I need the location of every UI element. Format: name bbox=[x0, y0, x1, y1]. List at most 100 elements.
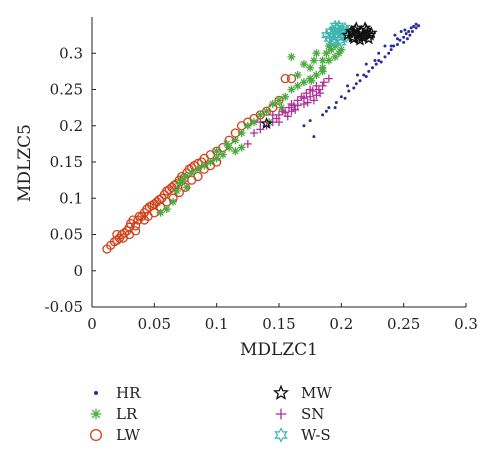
data-point bbox=[417, 24, 421, 28]
data-point bbox=[358, 21, 372, 34]
data-point bbox=[392, 44, 396, 48]
data-point bbox=[337, 45, 346, 54]
data-point bbox=[231, 136, 240, 145]
data-point bbox=[352, 86, 356, 90]
legend-marker bbox=[272, 384, 290, 400]
data-point bbox=[409, 26, 413, 30]
data-point bbox=[287, 107, 296, 116]
data-point bbox=[403, 28, 407, 32]
data-point bbox=[408, 33, 412, 37]
data-point bbox=[399, 30, 403, 33]
legend: HR LR LW MW SN W-S bbox=[89, 384, 332, 444]
x-tick-label: 0.3 bbox=[454, 315, 478, 333]
data-point bbox=[177, 176, 186, 185]
data-point bbox=[260, 116, 273, 130]
data-point bbox=[293, 71, 302, 79]
data-point bbox=[250, 118, 259, 127]
data-point bbox=[327, 45, 336, 54]
data-point bbox=[308, 86, 317, 95]
legend-label: SN bbox=[301, 405, 324, 423]
data-point bbox=[283, 112, 292, 121]
legend-label: LR bbox=[116, 405, 138, 423]
data-point bbox=[280, 73, 290, 84]
data-point bbox=[307, 76, 316, 85]
data-point bbox=[237, 143, 246, 152]
data-point bbox=[389, 44, 393, 48]
data-point bbox=[256, 125, 265, 134]
data-point bbox=[402, 35, 406, 39]
y-tick-label: 0.3 bbox=[59, 44, 83, 62]
data-point bbox=[404, 32, 408, 36]
data-point bbox=[324, 109, 328, 113]
data-point bbox=[414, 22, 418, 26]
data-point bbox=[331, 52, 340, 61]
data-point bbox=[237, 129, 246, 137]
data-point bbox=[324, 56, 333, 65]
data-point bbox=[407, 30, 411, 33]
series-w-s bbox=[321, 19, 355, 49]
data-point bbox=[395, 37, 399, 41]
series-sn bbox=[243, 74, 333, 148]
data-point bbox=[293, 101, 302, 110]
legend-label: HR bbox=[116, 384, 141, 402]
data-point bbox=[130, 221, 141, 231]
data-point bbox=[181, 172, 190, 181]
data-point bbox=[410, 30, 414, 33]
data-point bbox=[334, 101, 338, 105]
data-point bbox=[379, 60, 383, 64]
data-point bbox=[346, 30, 359, 43]
data-point bbox=[414, 26, 418, 30]
y-tick-label: 0.05 bbox=[50, 226, 83, 244]
y-tick-label: 0.2 bbox=[59, 117, 83, 135]
data-point bbox=[256, 110, 265, 119]
data-point bbox=[318, 67, 327, 76]
data-point bbox=[175, 179, 184, 188]
data-point bbox=[281, 92, 290, 101]
legend-marker bbox=[90, 408, 102, 420]
data-point bbox=[405, 37, 409, 41]
data-point bbox=[321, 113, 325, 117]
data-point bbox=[308, 119, 312, 123]
y-axis-title: MDLZC5 bbox=[15, 124, 35, 202]
data-point bbox=[389, 48, 393, 52]
data-point bbox=[193, 171, 203, 182]
data-point bbox=[321, 28, 332, 42]
data-point bbox=[243, 139, 252, 148]
legend-item: HR bbox=[93, 384, 141, 402]
x-tick-label: 0.15 bbox=[262, 315, 295, 333]
data-point bbox=[373, 59, 377, 62]
y-tick-label: 0.15 bbox=[50, 153, 83, 171]
legend-item: LR bbox=[90, 405, 138, 423]
legend-label: LW bbox=[116, 426, 141, 444]
data-point bbox=[371, 66, 374, 70]
axes bbox=[91, 17, 466, 308]
data-point bbox=[312, 91, 321, 100]
data-point bbox=[333, 19, 345, 32]
data-point bbox=[277, 103, 286, 112]
legend-marker bbox=[275, 408, 287, 420]
data-point bbox=[364, 74, 368, 78]
y-tick-label: 0.25 bbox=[50, 81, 83, 99]
legend-item: LW bbox=[89, 426, 141, 444]
data-point bbox=[398, 38, 402, 42]
legend-item: MW bbox=[272, 384, 332, 402]
data-point bbox=[299, 60, 308, 69]
data-point bbox=[169, 197, 178, 206]
x-tick-label: 0.25 bbox=[387, 315, 420, 333]
data-point bbox=[395, 43, 399, 47]
data-point bbox=[156, 208, 165, 217]
data-point bbox=[353, 33, 367, 46]
data-point bbox=[139, 215, 150, 225]
data-point bbox=[324, 74, 333, 83]
data-point bbox=[243, 121, 252, 130]
data-point bbox=[363, 28, 377, 41]
data-point bbox=[112, 235, 122, 245]
data-point bbox=[218, 150, 227, 159]
data-point bbox=[306, 63, 315, 72]
data-point bbox=[306, 92, 315, 101]
data-point bbox=[358, 79, 362, 83]
data-point bbox=[347, 89, 351, 93]
data-point bbox=[367, 69, 371, 73]
data-point bbox=[343, 96, 347, 100]
